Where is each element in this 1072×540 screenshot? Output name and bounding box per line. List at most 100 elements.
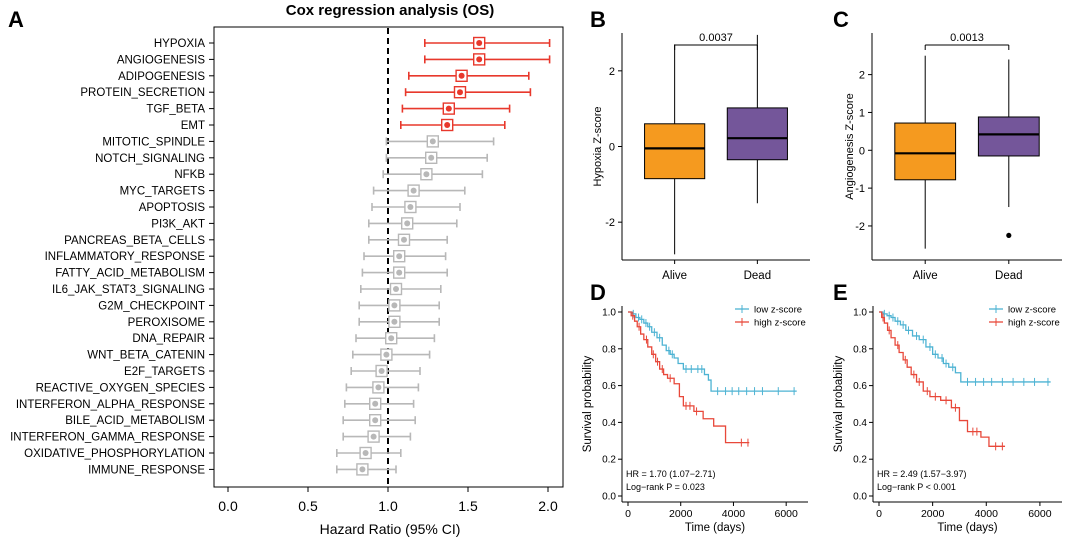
- hr-point: [476, 40, 483, 46]
- x-tick-label: Alive: [662, 270, 687, 282]
- hr-point: [476, 56, 483, 63]
- survival-curve: [628, 311, 797, 392]
- y-axis-label: Angiogenesis Z-score: [844, 93, 856, 199]
- row-label: PEROXISOME: [128, 317, 206, 329]
- y-tick-label: 0.0: [853, 492, 867, 503]
- y-tick-label: 1.0: [602, 308, 616, 319]
- y-tick-label: 0.4: [602, 418, 616, 429]
- y-tick-label: 0.2: [602, 455, 616, 466]
- hr-point: [429, 138, 436, 145]
- hr-point: [391, 302, 398, 309]
- row-label: IL6_JAK_STAT3_SIGNALING: [52, 284, 205, 296]
- panel-label-d: D: [590, 280, 606, 305]
- x-tick-label: Dead: [995, 270, 1023, 282]
- hr-point: [407, 204, 414, 210]
- x-tick-label: 1.0: [378, 498, 398, 514]
- row-label: OXIDATIVE_PHOSPHORYLATION: [24, 448, 205, 460]
- row-label: MITOTIC_SPINDLE: [102, 136, 205, 148]
- y-tick-label: 0.8: [602, 344, 616, 355]
- panel-label-a: A: [8, 7, 24, 32]
- y-tick-label: 0.6: [853, 381, 867, 392]
- p-value-label: 0.0037: [699, 32, 733, 44]
- hr-point: [396, 269, 403, 276]
- hr-point: [410, 187, 417, 194]
- y-tick-label: 0.6: [602, 381, 616, 392]
- p-value-label: 0.0013: [950, 32, 984, 44]
- row-label: G2M_CHECKPOINT: [98, 300, 205, 312]
- panel-label-c: C: [833, 7, 849, 32]
- row-label: NOTCH_SIGNALING: [95, 153, 205, 165]
- hr-point: [378, 368, 385, 374]
- hr-point: [372, 417, 379, 424]
- panel-label-b: B: [590, 7, 606, 32]
- hr-point: [404, 220, 411, 227]
- row-label: TGF_BETA: [146, 104, 205, 116]
- hr-point: [458, 72, 465, 79]
- x-tick-label: Dead: [744, 270, 772, 282]
- y-axis-label: Survival probability: [582, 355, 594, 452]
- hr-text: HR = 2.49 (1.57−3.97): [877, 469, 967, 479]
- row-label: INTERFERON_GAMMA_RESPONSE: [10, 432, 205, 444]
- y-tick-label: 2: [859, 70, 865, 82]
- hr-point: [370, 433, 377, 440]
- hr-point: [372, 400, 379, 407]
- p-text: Log−rank P < 0.001: [877, 482, 956, 492]
- row-label: REACTIVE_OXYGEN_SPECIES: [36, 382, 206, 394]
- row-label: NFKB: [174, 169, 205, 181]
- hr-point: [383, 351, 390, 358]
- row-label: ADIPOGENESIS: [118, 71, 205, 83]
- row-label: PROTEIN_SECRETION: [80, 87, 205, 99]
- x-tick-label: 0: [876, 508, 882, 520]
- row-label: MYC_TARGETS: [120, 186, 206, 198]
- y-tick-label: 0.0: [602, 492, 616, 503]
- row-label: INTERFERON_ALPHA_RESPONSE: [16, 399, 205, 411]
- y-tick-label: 1: [859, 107, 865, 119]
- y-tick-label: 0.2: [853, 455, 867, 466]
- hr-text: HR = 1.70 (1.07−2.71): [626, 469, 716, 479]
- y-tick-label: -2: [855, 221, 865, 233]
- x-tick-label: 2.0: [538, 498, 558, 514]
- panel-label-e: E: [833, 280, 848, 305]
- y-tick-label: 0.4: [853, 418, 867, 429]
- y-tick-label: 1.0: [853, 308, 867, 319]
- box: [644, 123, 706, 180]
- hr-point: [388, 335, 395, 342]
- hr-point: [457, 89, 463, 96]
- x-tick-label: 4000: [722, 508, 746, 520]
- y-tick-label: 0: [859, 145, 865, 157]
- hr-point: [401, 236, 407, 243]
- forest-title: Cox regression analysis (OS): [286, 2, 494, 19]
- y-tick-label: -2: [605, 217, 615, 229]
- x-tick-label: Alive: [913, 270, 938, 282]
- y-axis-label: Hypoxia Z-score: [592, 106, 604, 186]
- x-tick-label: 0.5: [298, 498, 318, 514]
- x-tick-label: 6000: [1028, 508, 1052, 520]
- row-label: E2F_TARGETS: [124, 366, 205, 378]
- x-tick-label: 0: [625, 508, 631, 520]
- x-tick-label: 0.0: [218, 498, 238, 514]
- row-label: INFLAMMATORY_RESPONSE: [45, 251, 206, 263]
- y-tick-label: -1: [855, 183, 865, 195]
- km-plot-angiogenesis: 0.0 0.2 0.4 0.6 0.8 1.0 0 2000 4000 6000 Time (day…: [833, 305, 1062, 534]
- row-label: HYPOXIA: [154, 38, 205, 50]
- row-label: EMT: [181, 120, 205, 132]
- hr-point: [391, 318, 398, 325]
- y-axis-label: Survival probability: [833, 355, 845, 452]
- row-label: WNT_BETA_CATENIN: [87, 350, 205, 362]
- legend-label: low z-score: [1008, 305, 1056, 316]
- x-tick-label: 1.5: [458, 498, 478, 514]
- row-label: IMMUNE_RESPONSE: [88, 464, 205, 476]
- box: [726, 107, 788, 161]
- hr-point: [444, 122, 451, 128]
- row-label: PANCREAS_BETA_CELLS: [64, 235, 205, 247]
- row-label: DNA_REPAIR: [132, 333, 205, 345]
- x-tick-label: 2000: [669, 508, 693, 520]
- hr-point: [359, 466, 366, 473]
- y-tick-label: 0.8: [853, 344, 867, 355]
- y-tick-label: 2: [609, 66, 615, 78]
- hr-point: [428, 154, 435, 161]
- survival-curve: [628, 311, 750, 444]
- legend-label: high z-score: [754, 318, 806, 329]
